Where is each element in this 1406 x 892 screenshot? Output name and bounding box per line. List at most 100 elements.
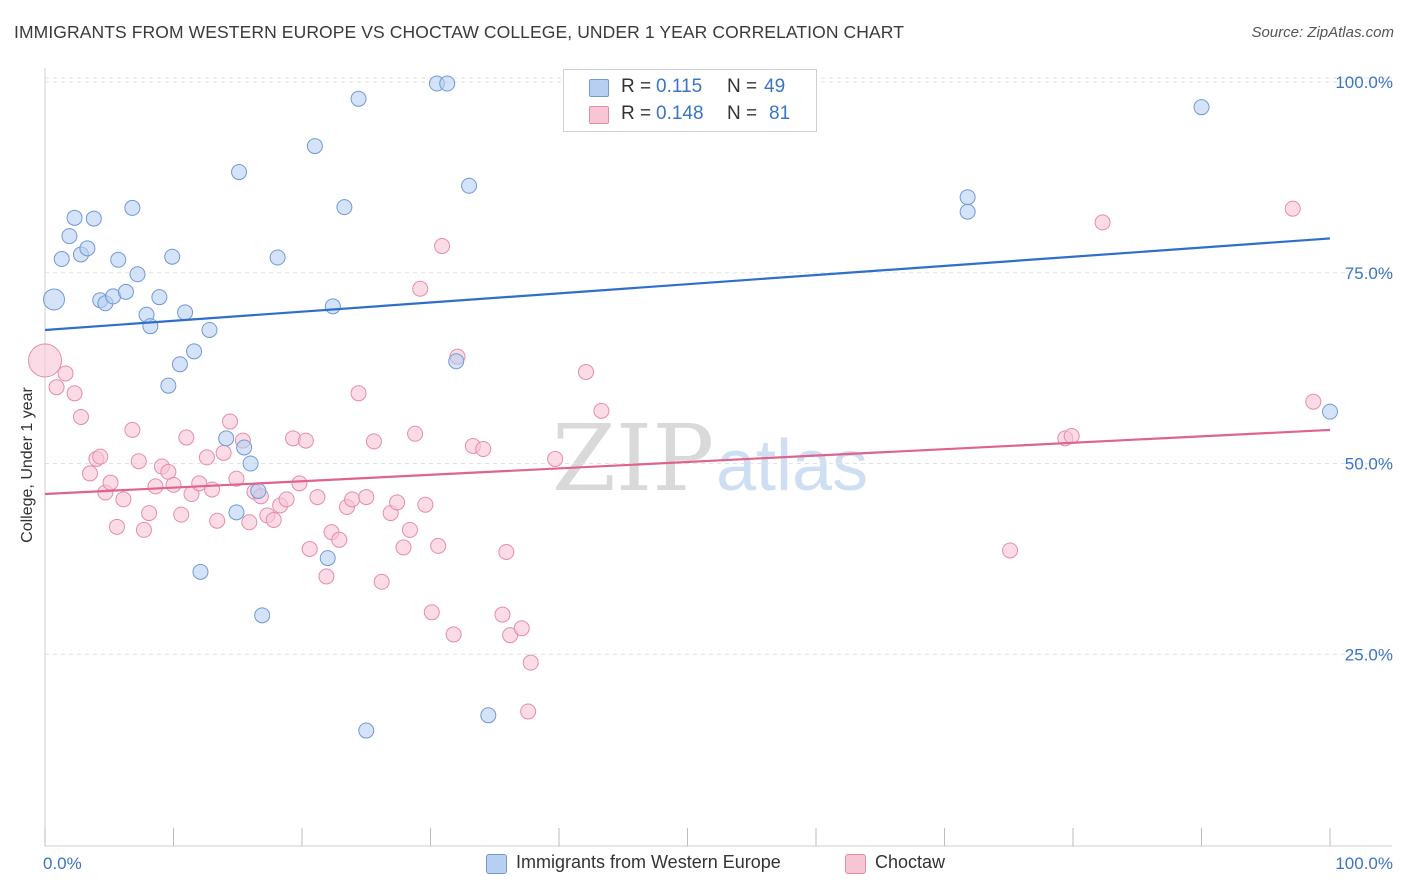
- data-point: [85, 210, 102, 227]
- data-point: [186, 343, 203, 360]
- x-tick-label-start: 0.0%: [43, 854, 82, 873]
- correlation-legend: R = 0.115 N = 49 R = 0.148 N = 81: [563, 69, 817, 132]
- data-point: [475, 441, 492, 458]
- legend-n-value: 49: [764, 76, 786, 97]
- data-point: [141, 505, 158, 522]
- y-tick-label: 75.0%: [1345, 264, 1393, 283]
- data-point: [164, 248, 181, 265]
- data-point: [498, 544, 515, 561]
- legend-n-label: N =: [727, 103, 758, 124]
- axes: [44, 68, 1392, 847]
- tick-labels: 25.0% 50.0% 75.0% 100.0% 0.0% 100.0%: [43, 73, 1393, 873]
- data-point: [439, 75, 456, 92]
- data-point: [423, 604, 440, 621]
- data-point: [177, 304, 194, 321]
- data-point: [124, 199, 141, 216]
- y-tick-label: 50.0%: [1345, 455, 1393, 474]
- data-point: [1284, 200, 1301, 217]
- data-point: [1322, 403, 1338, 420]
- legend-r-value: 0.115: [656, 76, 703, 97]
- data-point: [1094, 214, 1111, 231]
- data-point: [151, 289, 168, 306]
- data-point: [412, 280, 429, 297]
- data-point: [228, 504, 245, 521]
- data-point: [331, 531, 348, 548]
- bottom-legend-swatch-blue: [486, 854, 507, 874]
- watermark: ZIP atlas: [552, 405, 868, 512]
- data-point: [1305, 393, 1322, 410]
- legend-r-label: R =: [621, 103, 652, 124]
- data-point: [494, 606, 511, 623]
- data-point: [66, 209, 83, 226]
- data-point: [231, 164, 248, 181]
- data-point: [430, 537, 447, 554]
- data-point: [218, 430, 235, 447]
- data-point: [520, 703, 537, 720]
- data-point: [129, 266, 146, 283]
- series-western-europe: [42, 75, 1338, 739]
- data-point: [48, 379, 65, 396]
- data-point: [72, 408, 89, 425]
- data-point: [171, 356, 188, 373]
- data-point: [336, 199, 353, 216]
- data-point: [547, 450, 564, 467]
- data-point: [42, 288, 65, 311]
- data-point: [350, 385, 367, 402]
- points: [28, 75, 1338, 739]
- data-point: [301, 540, 318, 557]
- bottom-legend-swatch-pink: [845, 854, 866, 874]
- data-point: [241, 514, 258, 531]
- data-point: [480, 707, 497, 724]
- data-point: [445, 626, 462, 643]
- data-point: [115, 491, 132, 508]
- data-point: [417, 496, 434, 513]
- data-point: [215, 444, 232, 461]
- watermark-atlas: atlas: [716, 426, 868, 506]
- data-point: [160, 377, 177, 394]
- data-point: [173, 506, 190, 523]
- legend-r-value: 0.148: [656, 103, 704, 124]
- watermark-zip: ZIP: [552, 405, 714, 512]
- trend-lines: [44, 237, 1331, 496]
- grid: [45, 77, 1392, 655]
- data-point: [278, 491, 295, 508]
- trend-line-western-europe: [44, 237, 1331, 332]
- data-point: [254, 607, 271, 624]
- data-point: [28, 343, 62, 378]
- data-point: [130, 453, 147, 470]
- bottom-legend-label: Immigrants from Western Europe: [516, 852, 781, 872]
- data-point: [124, 421, 141, 438]
- data-point: [318, 568, 335, 585]
- data-point: [108, 518, 125, 535]
- data-point: [192, 563, 209, 580]
- trend-line-choctaw: [44, 428, 1331, 496]
- data-point: [198, 449, 215, 466]
- data-point: [319, 550, 336, 567]
- data-point: [461, 177, 478, 194]
- data-point: [204, 481, 221, 498]
- data-point: [79, 240, 96, 257]
- data-point: [297, 432, 314, 449]
- legend-row-western-europe: R = 0.115 N = 49: [564, 75, 816, 101]
- data-point: [66, 385, 83, 402]
- data-point: [401, 521, 418, 538]
- data-point: [389, 494, 406, 511]
- data-point: [309, 489, 326, 506]
- data-point: [178, 429, 195, 446]
- y-tick-label: 100.0%: [1335, 73, 1393, 92]
- series-choctaw: [28, 200, 1322, 720]
- legend-swatch-blue: [589, 79, 609, 97]
- data-point: [959, 203, 976, 220]
- data-point: [373, 573, 390, 590]
- data-point: [522, 654, 539, 671]
- data-point: [434, 238, 451, 255]
- data-point: [201, 321, 218, 338]
- data-point: [265, 511, 282, 528]
- data-point: [344, 491, 361, 508]
- data-point: [1193, 99, 1210, 116]
- source-label: Source: ZipAtlas.com: [1251, 24, 1394, 41]
- data-point: [291, 475, 308, 492]
- data-point: [365, 433, 382, 450]
- data-point: [236, 439, 253, 456]
